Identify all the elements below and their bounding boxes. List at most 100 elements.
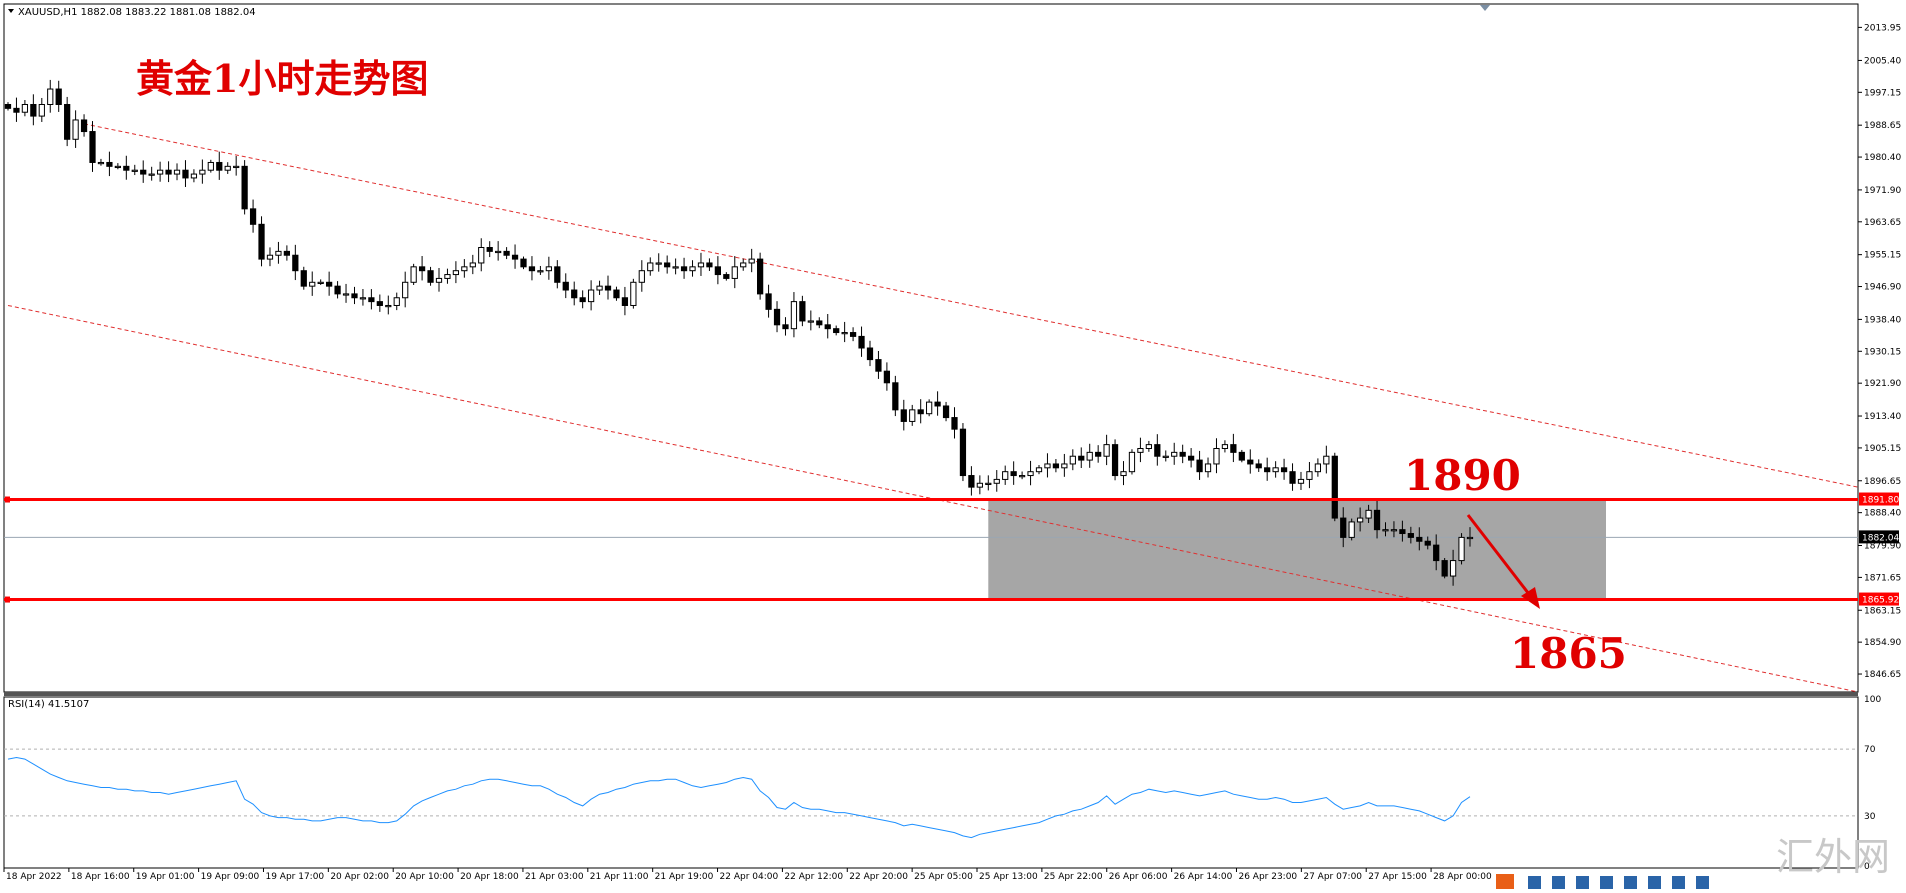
candle-body [351,293,358,299]
rsi-tick-label: 0 [1864,862,1870,872]
scroll-marker-icon[interactable] [1480,5,1490,11]
level-price-label: 1865.92 [1862,596,1899,606]
candle-body [959,428,967,477]
x-tick-label: 18 Apr 16:00 [71,872,130,882]
level-handle[interactable] [5,596,10,603]
candle-body [4,103,12,109]
candle-body [38,103,45,117]
candle-body [942,405,950,419]
x-tick-label: 21 Apr 03:00 [525,872,584,882]
forecast-arrow-head [1521,587,1540,609]
level-handle[interactable] [5,496,10,503]
y-tick-label: 1846.65 [1864,670,1901,680]
candle-body [613,289,620,299]
tray-icon-e[interactable] [1624,876,1637,889]
candle-body [841,332,848,335]
candle-body [326,281,333,287]
tray-icon-c[interactable] [1576,876,1589,889]
candle-body [1137,447,1144,453]
tray-icon-h[interactable] [1696,876,1709,889]
candle-body [64,103,71,140]
candle-body [1103,444,1110,457]
tray-icon-d[interactable] [1600,876,1613,889]
candle-body [520,258,527,268]
target-zone [988,499,1606,600]
candle-body [233,165,240,169]
candle-body [528,266,536,272]
input-method-icon[interactable] [1496,874,1514,889]
level-price-label: 1891.80 [1862,496,1899,506]
candle-body [1171,451,1178,457]
candle-body [1120,471,1127,477]
candle-body [672,266,679,269]
candle-body [1390,529,1398,532]
candle-body [706,262,713,268]
candle-body [1078,455,1085,461]
candle-body [478,247,485,264]
y-tick-label: 2013.95 [1864,23,1901,33]
candle-body [1238,451,1245,461]
candle-body [1272,467,1279,473]
x-tick-label: 27 Apr 07:00 [1303,872,1362,882]
x-tick-label: 20 Apr 02:00 [330,872,389,882]
candle-body [1297,478,1305,484]
y-tick-label: 1854.90 [1864,638,1901,648]
y-tick-label: 1896.65 [1864,477,1901,487]
candle-body [1449,560,1457,577]
candle-body [638,270,645,283]
candle-body [182,169,189,179]
candle-body [697,262,705,268]
candle-body [1002,471,1009,480]
tray-icon-a[interactable] [1528,876,1541,889]
candle-body [1111,444,1119,477]
candle-body [968,475,975,488]
candle-body [689,266,696,272]
level-price-tag [1859,592,1899,606]
candle-body [554,266,561,283]
candle-body [587,289,595,303]
watermark-text: 汇外网 [1776,835,1890,879]
tray-icon-g[interactable] [1672,876,1685,889]
candle-body [579,297,586,303]
header-dropdown-icon[interactable] [8,9,14,13]
candle-body [849,332,857,337]
candle-body [1348,521,1355,538]
candle-body [1069,455,1076,465]
tray-icon-f[interactable] [1648,876,1661,889]
candle-body [1289,471,1296,484]
candle-body [1196,459,1203,473]
candle-body [1458,536,1465,562]
candle-body [72,119,79,140]
candle-body [106,161,113,167]
y-tick-label: 1913.40 [1864,412,1901,422]
candle-body [376,301,383,306]
candle-body [427,270,434,283]
tray-icon-b[interactable] [1552,876,1565,889]
candle-body [596,285,603,291]
candle-body [909,409,916,422]
candle-body [816,320,823,326]
x-tick-label: 19 Apr 17:00 [265,872,324,882]
candle-body [562,281,569,291]
candle-body [807,320,814,323]
candle-body [258,223,265,260]
candle-body [875,359,882,372]
candle-body [664,262,671,268]
x-tick-label: 22 Apr 20:00 [849,872,908,882]
candle-body [757,258,764,295]
x-tick-label: 25 Apr 22:00 [1044,872,1103,882]
rsi-tick-label: 100 [1864,695,1881,705]
candle-body [292,254,299,272]
x-tick-label: 20 Apr 18:00 [460,872,519,882]
candle-body [630,281,637,306]
forecast-arrow-shaft [1466,514,1534,599]
x-tick-label: 26 Apr 06:00 [1109,872,1168,882]
candle-body [1027,471,1034,477]
y-tick-label: 1921.90 [1864,379,1901,389]
candle-body [241,165,248,210]
candle-body [1433,544,1440,562]
candle-body [1230,444,1237,453]
candle-body [740,262,747,268]
candle-body [883,370,891,384]
